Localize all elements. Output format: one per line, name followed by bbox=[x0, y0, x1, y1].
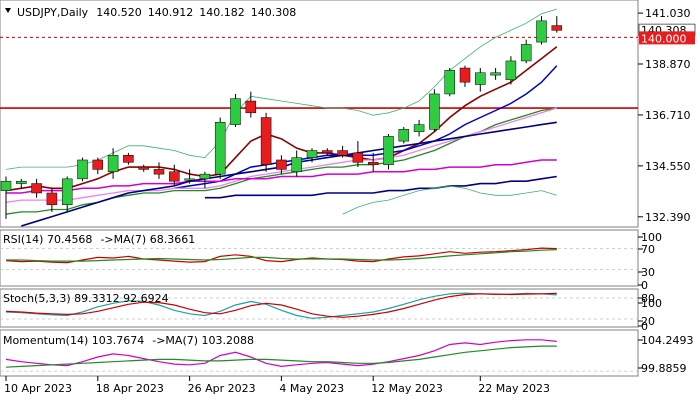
bull-candle bbox=[429, 93, 440, 130]
bull-candle bbox=[184, 178, 195, 181]
momentum-lines bbox=[5, 339, 557, 368]
price-tick-label: 141.030 bbox=[645, 7, 691, 20]
ma-navy-flat-line bbox=[204, 175, 557, 199]
price-panel-frame bbox=[0, 0, 639, 228]
bull-candle bbox=[490, 72, 501, 76]
bear-candle bbox=[92, 159, 104, 170]
bull-candle bbox=[398, 129, 410, 142]
bull-candle bbox=[230, 98, 241, 125]
indicator-tick-label: 80 bbox=[641, 292, 655, 305]
ma-magenta-line bbox=[6, 159, 557, 194]
bull-candle bbox=[413, 124, 425, 132]
time-tick-label: 4 May 2023 bbox=[279, 382, 344, 395]
bear-candle bbox=[46, 192, 58, 206]
bear-candle bbox=[138, 166, 149, 170]
bear-candle bbox=[352, 152, 364, 163]
price-tick-label: 134.550 bbox=[645, 160, 691, 173]
ma-fast-line bbox=[5, 46, 558, 192]
time-tick-label: 26 Apr 2023 bbox=[188, 382, 256, 395]
candles bbox=[0, 16, 563, 219]
stoch-panel-frame bbox=[0, 288, 639, 328]
price-axis: 141.030 138.870 136.710 134.550 132.390 bbox=[638, 7, 691, 224]
bear-candle bbox=[551, 25, 563, 31]
price-tick-label: 138.870 bbox=[645, 58, 691, 71]
bull-candle bbox=[520, 44, 532, 62]
price-tick-label: 136.710 bbox=[645, 109, 691, 122]
indicator-tick-label: 30 bbox=[641, 266, 655, 279]
stoch-d-line bbox=[5, 292, 557, 318]
bollinger-upper-line bbox=[5, 8, 557, 170]
bull-candle bbox=[77, 159, 88, 180]
indicator-tick-label: 100 bbox=[641, 231, 662, 244]
bear-candle bbox=[367, 162, 379, 165]
time-axis: 10 Apr 2023 18 Apr 2023 26 Apr 2023 4 May 2… bbox=[4, 376, 550, 395]
indicator-tick-label: 100 bbox=[641, 297, 662, 310]
indicator-tick-label: 0 bbox=[641, 279, 648, 292]
rsi-ma-line bbox=[6, 249, 557, 262]
rsi-line bbox=[5, 247, 557, 264]
ma-navy-steep-line bbox=[21, 121, 557, 227]
price-tick-label: 132.390 bbox=[645, 211, 691, 224]
bull-candle bbox=[107, 155, 119, 173]
momentum-line bbox=[5, 339, 557, 368]
bear-candle bbox=[276, 159, 287, 170]
rsi-lines bbox=[5, 247, 557, 264]
bull-candle bbox=[475, 72, 486, 85]
momentum-ma-line bbox=[5, 345, 557, 368]
bear-candle bbox=[459, 67, 471, 83]
bull-candle bbox=[444, 70, 455, 95]
bull-candle bbox=[383, 136, 394, 165]
stoch-header: Stoch(5,3,3) 89.3312 92.6924 bbox=[3, 292, 169, 305]
price-overlay-lines bbox=[5, 8, 558, 227]
time-tick-label: 10 Apr 2023 bbox=[4, 382, 72, 395]
price-header: USDJPY,Daily 140.520 140.912 140.182 140.308 bbox=[17, 6, 296, 19]
rsi-gridlines bbox=[0, 248, 638, 270]
rsi-panel-frame bbox=[0, 229, 639, 287]
bull-candle bbox=[306, 150, 318, 158]
indicator-tick-label: 104.2493 bbox=[641, 334, 694, 347]
time-tick-label: 18 Apr 2023 bbox=[96, 382, 164, 395]
bull-candle bbox=[214, 122, 226, 175]
ma-mid-line bbox=[174, 65, 558, 190]
level-price-tag-label: 140.000 bbox=[641, 32, 687, 45]
bull-candle bbox=[291, 157, 302, 173]
bear-candle bbox=[337, 150, 348, 156]
bear-candle bbox=[260, 117, 272, 165]
bear-candle bbox=[123, 155, 134, 163]
momentum-panel-frame bbox=[0, 329, 639, 377]
bull-candle bbox=[61, 178, 73, 206]
indicator-tick-label: 70 bbox=[641, 243, 655, 256]
bollinger-lower-line bbox=[342, 185, 557, 215]
indicator-tick-label: 99.8859 bbox=[641, 362, 687, 375]
bull-candle bbox=[0, 180, 12, 191]
bull-candle bbox=[505, 60, 517, 81]
bear-candle bbox=[153, 169, 165, 175]
bear-candle bbox=[322, 150, 333, 154]
bear-candle bbox=[31, 183, 42, 194]
level-price-tag bbox=[639, 31, 695, 45]
bear-candle bbox=[245, 100, 257, 114]
indicator-tick-label: 0 bbox=[641, 320, 648, 333]
momentum-header: Momentum(14) 103.7674 ->MA(7) 103.2088 bbox=[3, 334, 254, 347]
stoch-lines bbox=[5, 292, 557, 319]
price-gridlines bbox=[0, 36, 638, 109]
stoch-k-line bbox=[5, 292, 557, 319]
collapse-arrow-icon[interactable] bbox=[5, 8, 11, 13]
bull-candle bbox=[199, 173, 211, 180]
rsi-header: RSI(14) 70.4568 ->MA(7) 68.3661 bbox=[3, 233, 195, 246]
momentum-axis: 104.2493 99.8859 bbox=[638, 334, 694, 375]
bull-candle bbox=[536, 20, 547, 43]
stoch-gridlines bbox=[0, 297, 638, 320]
time-tick-label: 22 May 2023 bbox=[478, 382, 550, 395]
time-tick-label: 12 May 2023 bbox=[371, 382, 443, 395]
bull-candle bbox=[16, 180, 27, 184]
indicator-tick-label: 20 bbox=[641, 315, 655, 328]
bear-candle bbox=[169, 171, 180, 182]
